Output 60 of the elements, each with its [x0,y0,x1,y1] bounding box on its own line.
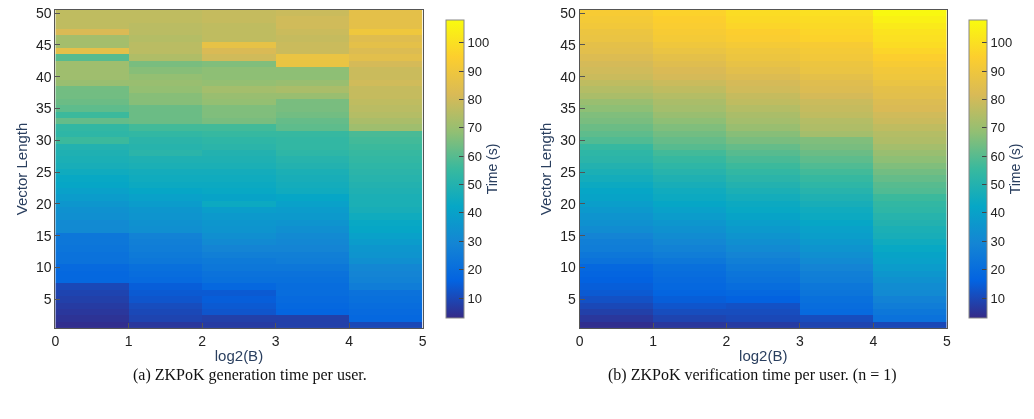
y-tick-label: 45 [560,36,576,53]
y-tick-label: 35 [560,100,576,117]
y-tick-label: 15 [560,227,576,244]
x-tick-label: 5 [418,332,427,349]
y-axis-title: Vector Length [537,122,555,216]
x-tick-label: 2 [198,332,207,349]
color-bar-label: 20 [467,262,483,278]
color-bar-label: 60 [467,148,483,164]
color-bar-label: 30 [467,233,483,249]
color-bar-title: Time (s) [1007,143,1024,195]
color-bar-label: 60 [990,148,1006,164]
color-bar-label: 40 [467,205,483,221]
color-bar-label: 40 [990,205,1006,221]
color-bar-label: 80 [467,91,483,107]
y-tick-label: 25 [35,164,52,181]
y-tick-label: 30 [560,132,576,149]
x-axis-title: log2(B) [214,346,264,364]
color-bar-label: 10 [990,290,1006,306]
y-tick-label: 50 [35,5,52,22]
x-tick-label: 4 [869,332,878,349]
color-bar-label: 50 [467,177,483,193]
y-tick-label: 10 [35,259,52,276]
x-tick-label: 1 [649,332,658,349]
x-tick-label: 3 [271,332,280,349]
x-tick-label: 4 [345,332,354,349]
y-tick-label: 30 [35,132,52,149]
y-tick-label: 40 [35,68,52,85]
text: (b) ZKPoK verification time per user. (n = 1) [608,366,897,384]
color-bar-label: 100 [467,35,490,51]
color-bar-label: 70 [990,120,1006,136]
y-tick-label: 15 [35,227,52,244]
y-axis-title: Vector Length [13,122,31,216]
y-tick-label: 10 [560,259,576,276]
color-bar-label: 100 [990,35,1013,51]
color-bar-title: Time (s) [484,143,501,195]
x-tick-label: 5 [943,332,951,349]
color-bar-label: 10 [467,290,483,306]
y-tick-label: 50 [560,5,576,22]
y-tick-label: 5 [567,291,576,308]
x-tick-label: 2 [722,332,731,349]
color-bar-label: 50 [990,177,1006,193]
color-bar-label: 30 [990,233,1006,249]
x-tick-label: 1 [124,332,133,349]
x-axis-title: log2(B) [739,346,788,364]
y-tick-label: 45 [35,36,52,53]
y-tick-label: 20 [35,195,52,212]
color-bar-label: 90 [990,63,1006,79]
color-bar-label: 80 [990,91,1006,107]
x-tick-label: 0 [51,332,60,349]
y-tick-label: 35 [35,100,52,117]
x-tick-label: 0 [575,332,584,349]
y-tick-label: 25 [560,164,576,181]
color-bar-label: 20 [990,262,1006,278]
y-tick-label: 20 [560,195,576,212]
y-tick-label: 40 [560,68,576,85]
text: (a) ZKPoK generation time per user. [133,366,367,384]
color-bar-label: 70 [467,120,483,136]
x-tick-label: 3 [796,332,805,349]
y-tick-label: 5 [43,291,52,308]
color-bar-label: 90 [467,63,483,79]
